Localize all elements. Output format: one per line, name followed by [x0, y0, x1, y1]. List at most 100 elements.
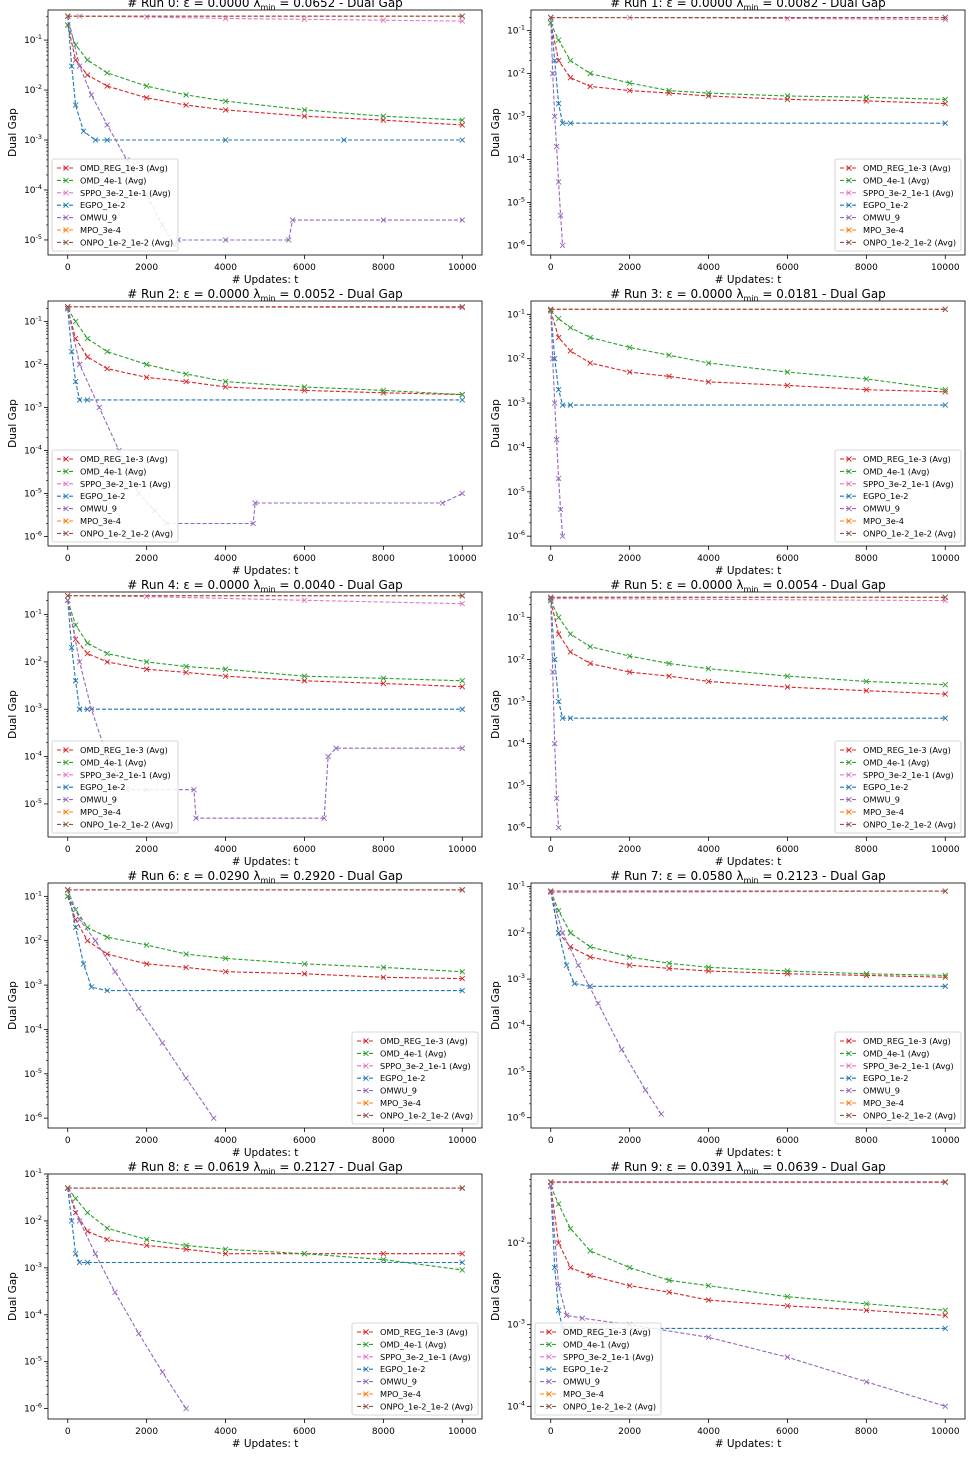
legend-marker: [846, 784, 852, 791]
series-marker: [84, 937, 91, 944]
legend-box: [351, 1031, 479, 1125]
y-tick-label: 10-1: [507, 880, 525, 893]
y-tick-label: 10-2: [24, 83, 42, 96]
series-marker: [72, 1250, 79, 1257]
series-marker: [72, 1195, 79, 1202]
series-line-4: [550, 890, 662, 1115]
legend-label: SPPO_3e-2_1e-1 (Avg): [563, 1352, 654, 1362]
series-marker: [285, 237, 292, 243]
legend-label: OMWU_9: [863, 504, 900, 514]
legend-label: OMD_REG_1e-3 (Avg): [380, 1327, 468, 1337]
legend-marker: [846, 821, 852, 828]
legend-marker: [846, 189, 852, 196]
legend-marker: [363, 1038, 369, 1044]
legend-label: EGPO_1e-2: [863, 491, 908, 501]
legend-label: OMD_4e-1 (Avg): [563, 1339, 629, 1349]
legend-label: EGPO_1e-2: [80, 782, 125, 792]
series-marker: [555, 475, 562, 482]
legend-marker: [363, 1391, 369, 1397]
y-axis-label: Dual Gap: [490, 399, 502, 448]
series-marker: [784, 369, 791, 375]
x-tick-label: 2000: [618, 845, 641, 855]
series-marker: [341, 137, 347, 143]
series-marker: [68, 63, 75, 70]
series-marker: [380, 217, 387, 223]
legend-marker: [546, 1403, 552, 1410]
legend-label: OMWU_9: [380, 1086, 417, 1096]
x-tick-label: 6000: [293, 845, 316, 855]
series-marker: [551, 400, 558, 406]
series-marker: [863, 1301, 870, 1307]
series-marker: [380, 1256, 387, 1263]
y-tick-label: 10-5: [24, 233, 42, 246]
series-marker: [301, 384, 308, 390]
y-tick-label: 10-4: [507, 1399, 525, 1412]
series-marker: [104, 934, 111, 941]
series-marker: [380, 675, 387, 682]
x-tick-label: 0: [548, 263, 554, 273]
series-marker: [863, 94, 870, 101]
series-marker: [587, 1248, 594, 1254]
chart-panel-9: # Run 9: ε = 0.0391 λmin = 0.0639 - Dual…: [490, 1160, 966, 1450]
legend-marker: [63, 468, 69, 475]
series-line-2: [67, 595, 463, 605]
series-marker: [626, 669, 633, 675]
series-marker: [301, 1250, 308, 1257]
series-marker: [84, 924, 91, 931]
legend-marker: [546, 1378, 552, 1385]
series-line-0: [550, 890, 946, 978]
series-marker: [64, 13, 71, 20]
y-tick-label: 10-3: [24, 400, 42, 413]
series-marker: [555, 315, 562, 322]
series-marker: [459, 1259, 466, 1266]
series-marker: [559, 242, 566, 249]
series-line-1: [550, 600, 946, 686]
legend-marker: [846, 530, 852, 537]
legend-marker: [363, 1075, 369, 1082]
x-tick-label: 0: [65, 845, 71, 855]
series-marker: [705, 360, 712, 366]
chart-panel-2: # Run 2: ε = 0.0000 λmin = 0.0052 - Dual…: [7, 287, 483, 577]
series-line-1: [67, 308, 463, 396]
legend-label: OMD_4e-1 (Avg): [380, 1339, 446, 1349]
legend-label: MPO_3e-4: [863, 225, 904, 235]
chart-title-8: # Run 8: ε = 0.0619 λmin = 0.2127 - Dual…: [127, 1160, 403, 1176]
series-marker: [459, 987, 466, 994]
legend-label: SPPO_3e-2_1e-1 (Avg): [80, 188, 171, 198]
series-marker: [666, 673, 672, 679]
legend-marker: [846, 747, 852, 753]
legend-label: OMD_REG_1e-3 (Avg): [80, 163, 168, 173]
series-marker: [557, 506, 564, 513]
y-axis-label: Dual Gap: [490, 981, 502, 1030]
series-marker: [84, 397, 91, 403]
x-tick-label: 2000: [618, 1427, 641, 1437]
legend: OMD_REG_1e-3 (Avg) OMD_4e-1 (Avg) SPPO_3e-…: [534, 1322, 662, 1416]
legend-marker: [846, 1112, 852, 1119]
y-tick-label: 10-1: [24, 608, 42, 621]
series-line-1: [67, 24, 463, 121]
y-axis-label: Dual Gap: [490, 690, 502, 739]
series-marker: [942, 715, 949, 722]
legend-box: [51, 449, 179, 543]
series-marker: [666, 660, 672, 667]
legend-box: [51, 740, 179, 834]
series-marker: [76, 1259, 83, 1266]
series-marker: [143, 666, 150, 673]
legend-marker: [63, 759, 69, 766]
series-marker: [80, 128, 87, 135]
x-tick-label: 0: [65, 263, 71, 273]
series-marker: [222, 666, 229, 673]
series-marker: [942, 681, 949, 688]
series-marker: [559, 930, 566, 936]
y-tick-label: 10-5: [507, 779, 525, 792]
x-tick-label: 2000: [135, 554, 158, 564]
legend-marker: [63, 530, 69, 537]
x-tick-label: 2000: [135, 1427, 158, 1437]
series-marker: [567, 324, 574, 331]
legend-marker: [846, 809, 852, 815]
series-marker: [76, 659, 83, 665]
series-marker: [183, 1242, 189, 1249]
series-group: [547, 14, 949, 249]
legend-marker: [63, 771, 69, 778]
series-marker: [183, 669, 189, 676]
